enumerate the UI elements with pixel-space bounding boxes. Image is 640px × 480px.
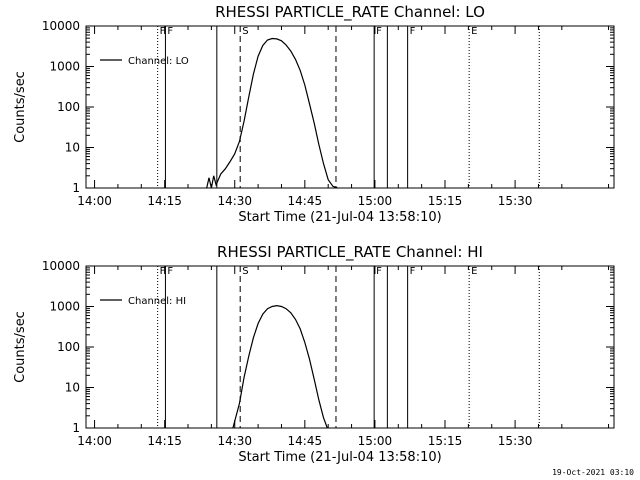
series-line-hi	[232, 304, 328, 429]
x-tick-label: 14:30	[217, 434, 252, 448]
event-marker-label: E	[471, 26, 477, 37]
event-marker-label: F	[376, 266, 382, 277]
event-marker-label: E	[471, 266, 477, 277]
y-tick-label: 10	[65, 141, 80, 155]
y-tick-label: 100	[57, 100, 80, 114]
y-tick-label: 1	[72, 181, 80, 195]
x-tick-label: 14:30	[217, 194, 252, 208]
x-tick-label: 14:45	[288, 434, 323, 448]
event-marker-label: S	[242, 266, 248, 277]
event-marker-label: F	[160, 26, 166, 37]
x-axis-label: Start Time (21-Jul-04 13:58:10)	[238, 450, 441, 465]
event-marker-label: S	[242, 26, 248, 37]
x-axis-label: Start Time (21-Jul-04 13:58:10)	[238, 210, 441, 225]
footer-timestamp: 19-Oct-2021 03:10	[552, 468, 634, 477]
x-tick-label: 15:00	[358, 434, 393, 448]
x-tick-label: 14:00	[77, 194, 112, 208]
panel-hi: RHESSI PARTICLE_RATE Channel: HI 1 10 100 10…	[13, 243, 615, 465]
x-tick-label: 15:15	[428, 434, 463, 448]
y-tick-label: 10	[65, 381, 80, 395]
x-tick-label: 14:45	[288, 194, 323, 208]
x-tick-label: 15:15	[428, 194, 463, 208]
y-tick-label: 1000	[49, 60, 80, 74]
x-tick-label: 15:30	[498, 434, 533, 448]
y-axis: 1 10 100 1000 10000	[42, 259, 614, 435]
y-tick-label: 1	[72, 421, 80, 435]
y-tick-label: 100	[57, 340, 80, 354]
legend: Channel: HI	[100, 296, 186, 307]
event-marker-label: F	[167, 26, 173, 37]
event-marker-label: F	[160, 266, 166, 277]
event-marker-label: F	[410, 26, 416, 37]
event-marker-label: F	[167, 266, 173, 277]
x-tick-label: 14:15	[147, 194, 182, 208]
x-tick-label: 15:00	[358, 194, 393, 208]
x-tick-label: 15:30	[498, 194, 533, 208]
y-tick-label: 10000	[42, 19, 80, 33]
y-axis-label: Counts/sec	[13, 71, 28, 143]
y-tick-label: 10000	[42, 259, 80, 273]
series-line-lo	[206, 37, 338, 189]
legend: Channel: LO	[100, 56, 189, 67]
legend-entry: Channel: LO	[128, 56, 189, 67]
event-marker-label: F	[410, 266, 416, 277]
x-tick-label: 14:00	[77, 434, 112, 448]
chart-title: RHESSI PARTICLE_RATE Channel: LO	[215, 3, 485, 22]
x-axis: 14:00 14:15 14:30 14:45 15:00 15:15 15:30	[77, 26, 610, 208]
x-axis: 14:00 14:15 14:30 14:45 15:00 15:15 15:30	[77, 266, 610, 448]
panel-lo: RHESSI PARTICLE_RATE Channel: LO 1 10 100 10…	[13, 3, 615, 225]
y-tick-label: 1000	[49, 300, 80, 314]
chart-title: RHESSI PARTICLE_RATE Channel: HI	[217, 243, 483, 262]
y-axis: 1 10 100 1000 10000	[42, 19, 614, 195]
event-marker-label: F	[376, 26, 382, 37]
legend-entry: Channel: HI	[128, 296, 186, 307]
x-tick-label: 14:15	[147, 434, 182, 448]
y-axis-label: Counts/sec	[13, 311, 28, 383]
